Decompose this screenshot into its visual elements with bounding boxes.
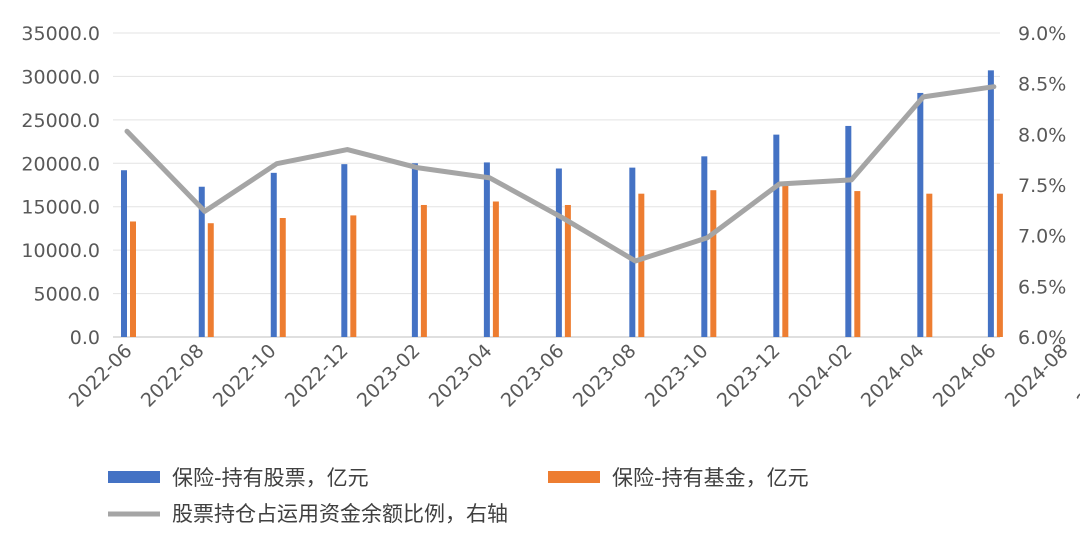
bar-stocks <box>121 170 127 337</box>
bar-funds <box>492 201 499 337</box>
ratio-point <box>922 95 925 98</box>
x-tick-label: 2024-02 <box>785 340 857 412</box>
bar-funds <box>564 204 571 337</box>
right-tick-label: 7.5% <box>1018 175 1066 197</box>
bar-funds <box>207 223 214 337</box>
left-tick-label: 10000.0 <box>21 240 100 262</box>
bar-stocks <box>341 164 348 337</box>
x-tick-label: 2023-04 <box>425 340 497 412</box>
x-tick-label: 2024-06 <box>929 340 1001 412</box>
legend-label-funds: 保险-持有基金，亿元 <box>612 466 809 490</box>
bar-funds <box>710 190 717 337</box>
x-axis-ticks: 2022-06 2022-08 2022-10 2022-12 2023-02 2023-… <box>65 340 1080 412</box>
x-tick-label: 2023-12 <box>713 340 785 412</box>
ratio-point <box>778 182 781 185</box>
bar-stocks <box>845 125 852 338</box>
left-tick-label: 15000.0 <box>21 197 100 219</box>
ratio-point <box>706 236 709 239</box>
x-tick-label: 2023-02 <box>353 340 425 412</box>
right-tick-label: 9.0% <box>1018 23 1066 45</box>
bar-funds <box>996 193 1003 337</box>
left-tick-label: 30000.0 <box>21 66 100 88</box>
left-tick-label: 20000.0 <box>21 153 100 175</box>
ratio-point <box>634 260 637 262</box>
bar-stocks <box>198 186 205 337</box>
bar-funds <box>279 218 286 337</box>
x-tick-label: 2024-08 <box>1001 340 1073 412</box>
watermark-logo-icon <box>9 525 45 539</box>
left-tick-label: 25000.0 <box>21 110 100 132</box>
bar-funds <box>420 204 427 337</box>
bar-stocks <box>629 167 636 337</box>
bar-stocks <box>987 70 994 337</box>
right-tick-label: 8.0% <box>1018 124 1066 146</box>
left-tick-label: 35000.0 <box>21 23 100 45</box>
bar-funds <box>130 221 136 337</box>
x-tick-label: 2022-08 <box>137 340 209 412</box>
ratio-point <box>992 85 995 88</box>
ratio-point <box>346 148 349 151</box>
left-tick-label: 5000.0 <box>34 284 100 306</box>
x-tick-label: 2023-08 <box>569 340 641 412</box>
bar-stocks <box>483 162 490 337</box>
ratio-point <box>203 210 206 213</box>
bar-funds <box>638 193 645 337</box>
right-tick-label: 7.0% <box>1018 226 1066 248</box>
ratio-point <box>126 130 128 133</box>
bars <box>121 70 1003 338</box>
right-tick-label: 6.0% <box>1018 327 1066 349</box>
right-axis-ticks: 6.0% 6.5% 7.0% 7.5% 8.0% 8.5% 9.0% <box>1018 23 1066 349</box>
bar-stocks <box>411 163 418 337</box>
bar-funds <box>350 215 357 337</box>
left-tick-label: 0.0 <box>70 327 100 349</box>
legend-label-ratio: 股票持仓占运用资金余额比例，右轴 <box>172 502 508 526</box>
bar-stocks <box>270 172 277 337</box>
x-tick-label: 2023-10 <box>641 340 713 412</box>
legend-swatch-funds <box>548 471 600 483</box>
x-tick-label: 2024-10 <box>1073 340 1080 412</box>
ratio-point <box>416 166 419 169</box>
watermark: 大数跨境 <box>9 521 130 545</box>
bar-stocks <box>701 156 708 337</box>
bar-funds <box>782 185 789 337</box>
legend-label-stocks: 保险-持有股票，亿元 <box>172 466 369 490</box>
bar-stocks <box>917 92 924 337</box>
right-tick-label: 8.5% <box>1018 74 1066 96</box>
left-axis-ticks: 0.0 5000.0 10000.0 15000.0 20000.0 25000.0 300… <box>21 23 100 349</box>
legend-swatch-stocks <box>108 471 160 483</box>
x-tick-label: 2024-04 <box>857 340 929 412</box>
watermark-text: 大数跨境 <box>50 521 130 545</box>
ratio-point <box>488 176 491 179</box>
legend: 保险-持有股票，亿元 保险-持有基金，亿元 股票持仓占运用资金余额比例，右轴 <box>108 466 809 526</box>
ratio-point <box>850 178 853 181</box>
x-tick-label: 2022-10 <box>209 340 281 412</box>
bar-stocks <box>773 134 780 337</box>
bar-funds <box>926 193 933 337</box>
right-tick-label: 6.5% <box>1018 276 1066 298</box>
x-tick-label: 2022-06 <box>65 340 137 412</box>
bar-stocks <box>555 168 562 337</box>
bar-funds <box>854 191 861 337</box>
ratio-point <box>275 162 278 165</box>
x-tick-label: 2022-12 <box>281 340 353 412</box>
ratio-line-layer <box>124 84 997 264</box>
ratio-point <box>560 216 563 219</box>
x-tick-label: 2023-06 <box>497 340 569 412</box>
